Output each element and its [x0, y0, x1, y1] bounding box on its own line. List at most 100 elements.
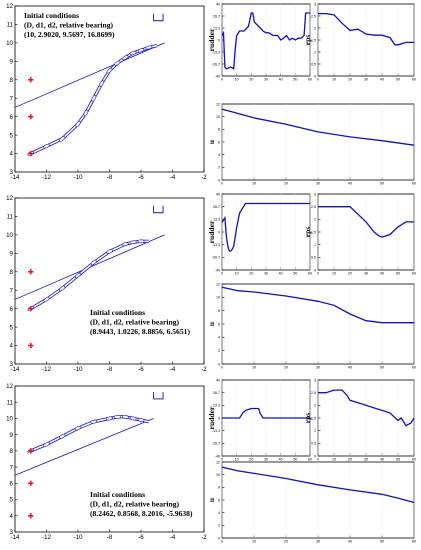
- rps-axis-label: rps: [303, 227, 312, 238]
- x-tick-label: 30: [364, 272, 368, 276]
- x-tick-label: 20: [284, 540, 288, 544]
- y-tick-label: 12: [216, 460, 220, 464]
- y-tick-label: 5: [10, 324, 14, 331]
- x-tick-label: 0: [221, 78, 223, 82]
- initial-conditions-text: (D, d1, d2, relative bearing): [24, 21, 114, 30]
- y-tick-label: 6: [218, 498, 220, 502]
- x-tick-label: 10: [332, 272, 336, 276]
- vessel-outline: [129, 50, 137, 56]
- x-tick-label: 10: [235, 272, 239, 276]
- x-tick-label: -4: [170, 534, 176, 541]
- x-tick-label: 0: [317, 78, 319, 82]
- u-panel: 0 10 20 30 40 50 60 0 2 4 6 8 10 12 u: [207, 282, 416, 369]
- y-tick-label: 8: [218, 309, 220, 313]
- x-tick-label: 50: [396, 458, 400, 462]
- vessel-outline: [59, 434, 66, 439]
- initial-conditions-text: (8.9443, 1.0226, 8.8856, 6.5651): [90, 327, 190, 336]
- x-tick-label: 10: [252, 540, 256, 544]
- y-tick-label: 10: [216, 473, 220, 477]
- y-tick-label: 12: [6, 3, 13, 10]
- x-tick-label: -10: [74, 534, 84, 541]
- vessel-outline: [91, 95, 97, 102]
- x-tick-label: 60: [412, 540, 416, 544]
- x-tick-label: -10: [74, 366, 84, 373]
- x-tick-label: -8: [107, 174, 113, 181]
- y-tick-label: 2: [218, 524, 220, 528]
- trajectory-core: [30, 240, 149, 310]
- y-tick-label: 8: [10, 77, 14, 84]
- x-tick-label: 40: [279, 78, 283, 82]
- y-tick-label: 9: [10, 432, 14, 439]
- rudder-panel: 0 10 20 30 40 50 60 -40 -26.7 -13.3 0 13.3 26.7 40 rud…: [207, 192, 312, 275]
- dock-marker: [153, 391, 164, 400]
- x-tick-label: 0: [221, 540, 223, 544]
- obstacle-marker: [28, 306, 34, 312]
- rps-series-line: [318, 389, 415, 427]
- u-panel: 0 10 20 30 40 50 60 0 2 4 6 8 10 12 u: [207, 102, 416, 185]
- x-tick-label: 40: [348, 540, 352, 544]
- y-tick-label: 0: [218, 362, 220, 366]
- y-tick-label: 6: [218, 140, 220, 144]
- y-tick-label: 6: [10, 481, 14, 488]
- y-tick-label: 3: [314, 2, 316, 6]
- y-tick-label: 2.5: [311, 14, 316, 18]
- reference-line: [14, 42, 165, 108]
- u-series-line: [221, 466, 415, 504]
- vessel-outline: [121, 414, 129, 419]
- x-tick-label: 0: [221, 458, 223, 462]
- x-tick-label: 20: [284, 182, 288, 186]
- vessel-outline: [129, 240, 137, 245]
- y-tick-label: 0.5: [311, 442, 316, 446]
- x-tick-label: 0: [221, 366, 223, 370]
- y-tick-label: 0: [218, 38, 220, 42]
- y-tick-label: -26.7: [212, 442, 220, 446]
- vessel-outline: [90, 419, 98, 424]
- obstacle-marker: [28, 150, 34, 157]
- y-tick-label: -40: [215, 74, 220, 78]
- y-tick-label: 9: [10, 59, 14, 66]
- vessel-outline: [137, 48, 145, 53]
- y-tick-label: 0.5: [311, 256, 316, 260]
- u-panel: 0 10 20 30 40 50 60 0 2 4 6 8 10 12 u: [207, 460, 416, 543]
- rudder-series-line: [221, 12, 310, 70]
- x-tick-label: 40: [380, 272, 384, 276]
- vessel-outline: [83, 109, 89, 117]
- x-tick-label: 50: [380, 182, 384, 186]
- x-tick-label: -6: [138, 534, 144, 541]
- obstacle-marker: [28, 513, 34, 519]
- initial-conditions-text: (D, d1, d2, relative bearing): [90, 500, 180, 509]
- y-tick-label: 3: [10, 169, 14, 176]
- x-tick-label: -8: [107, 534, 113, 541]
- x-tick-label: 10: [332, 78, 336, 82]
- y-tick-label: 3: [314, 192, 316, 196]
- y-tick-label: 0: [218, 230, 220, 234]
- y-tick-label: 7: [10, 95, 14, 102]
- x-tick-label: -14: [11, 534, 21, 541]
- dock-marker: [153, 205, 164, 214]
- x-tick-label: 60: [412, 182, 416, 186]
- vessel-outline: [90, 260, 97, 266]
- x-tick-label: 10: [252, 366, 256, 370]
- y-tick-label: 1.5: [311, 230, 316, 234]
- vessel-outline: [75, 120, 81, 128]
- rps-axis-label: rps: [303, 35, 312, 46]
- y-tick-label: 2.5: [311, 205, 316, 209]
- y-tick-label: 12: [216, 102, 220, 106]
- x-tick-label: 30: [316, 366, 320, 370]
- y-tick-label: -26.7: [212, 256, 220, 260]
- obstacle-marker: [28, 77, 34, 83]
- obstacle-marker: [28, 114, 34, 120]
- x-tick-label: 0: [317, 458, 319, 462]
- x-tick-label: 0: [221, 182, 223, 186]
- obstacle-marker: [28, 269, 34, 275]
- y-tick-label: 2: [218, 349, 220, 353]
- y-tick-label: 0.5: [311, 62, 316, 66]
- x-tick-label: 20: [249, 78, 253, 82]
- y-tick-label: 2: [314, 404, 316, 408]
- x-tick-label: 30: [364, 458, 368, 462]
- x-tick-label: -4: [170, 174, 176, 181]
- y-tick-label: 13.3: [213, 218, 220, 222]
- y-tick-label: 2: [314, 218, 316, 222]
